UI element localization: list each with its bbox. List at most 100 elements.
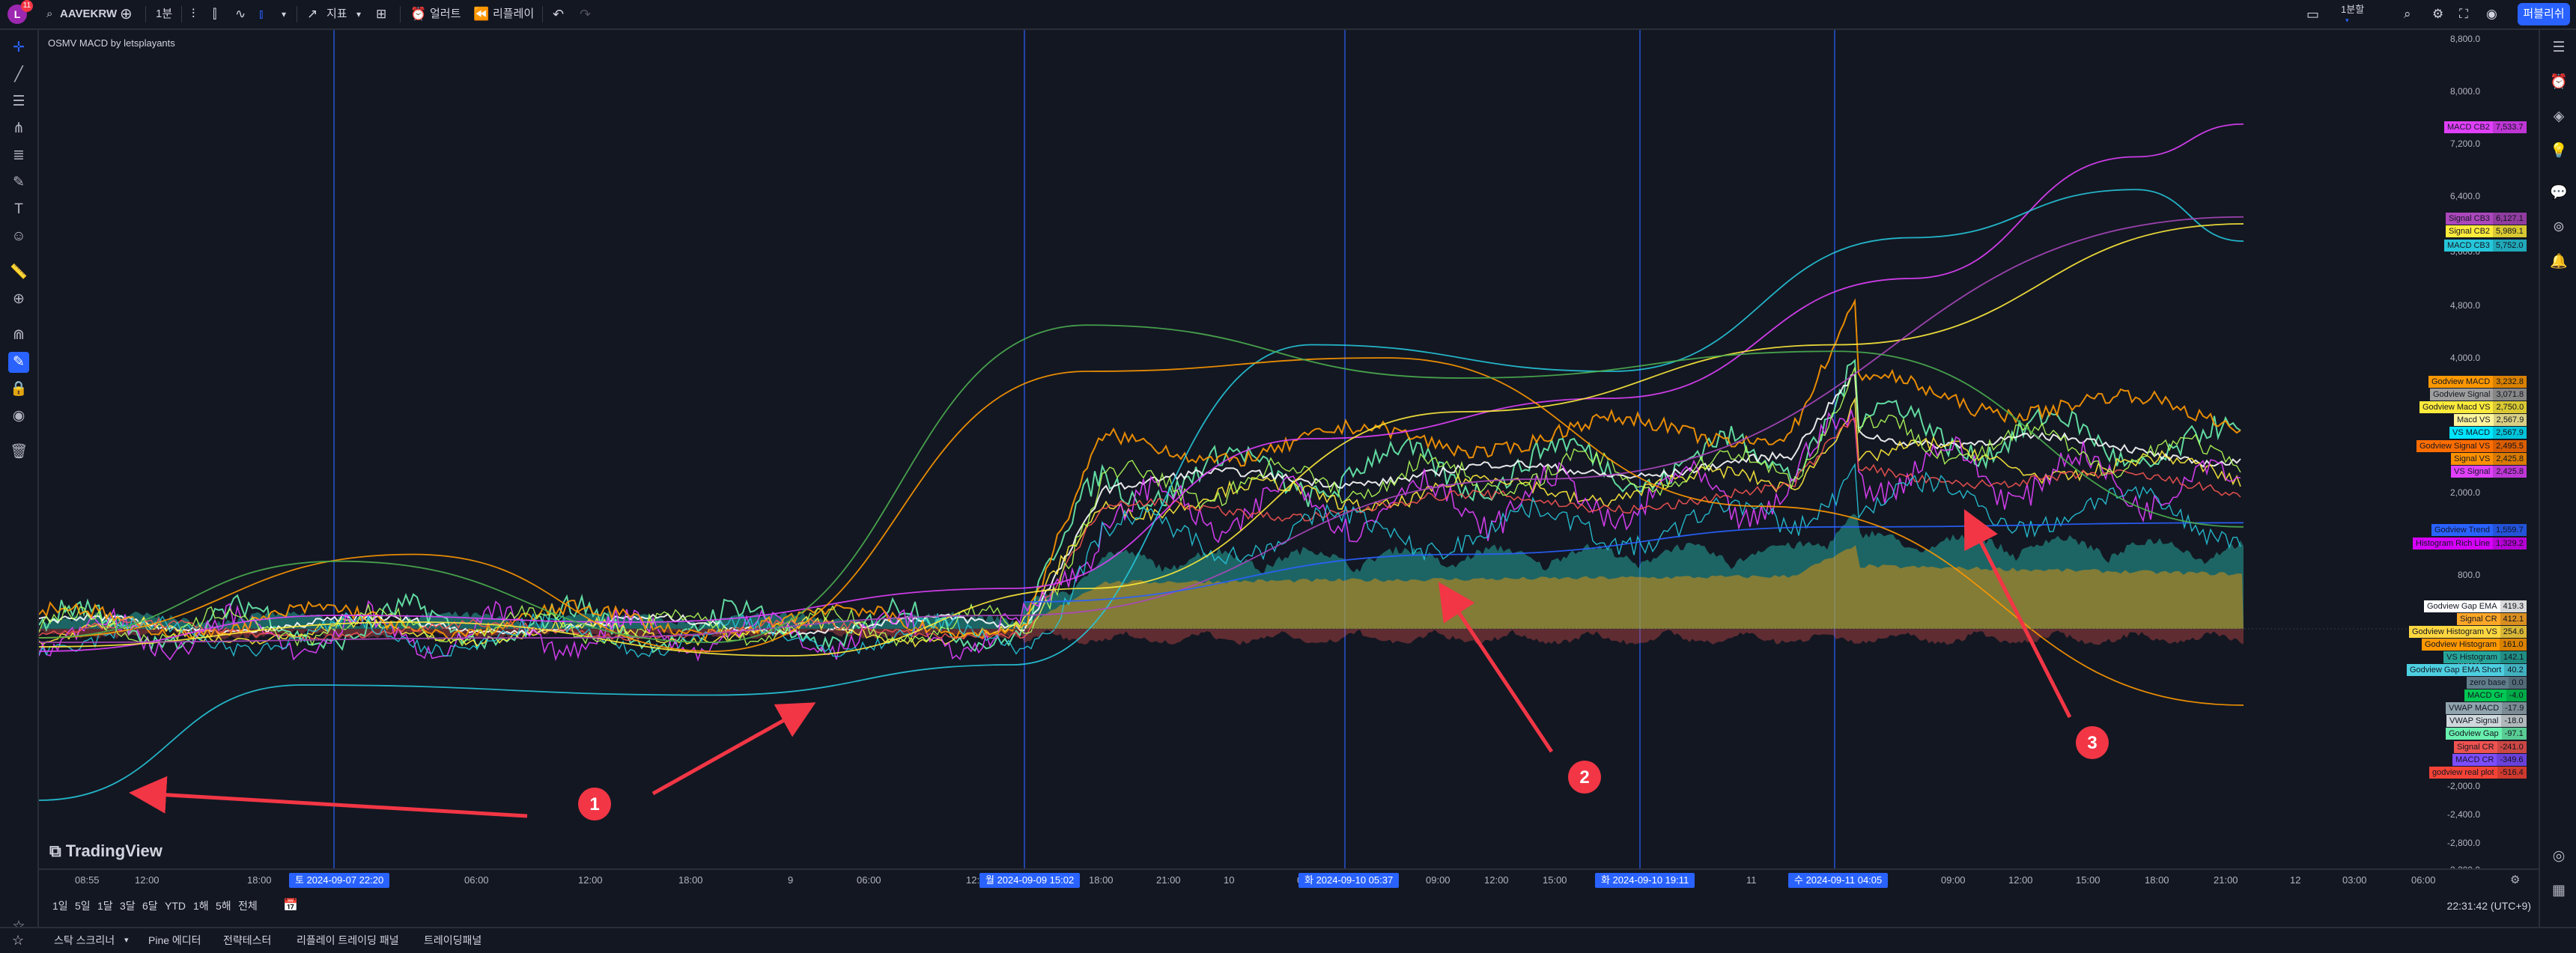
series-label-value: 2,425.8 — [2493, 453, 2527, 465]
range-button[interactable]: 3달 — [120, 900, 136, 912]
magnet-icon[interactable]: ⋒ — [13, 327, 25, 343]
bar-style-icon[interactable]: ⫶ — [192, 7, 195, 21]
chart-type-chevron-down-icon[interactable]: ▾ — [282, 9, 287, 19]
stay-in-drawing-mode-icon[interactable]: ✎ — [8, 352, 29, 373]
indicator-chart[interactable]: 8,800.08,000.07,200.06,400.05,600.04,800… — [39, 30, 2483, 868]
alert-button[interactable]: 얼러트 — [430, 7, 461, 20]
camera-snapshot-icon[interactable]: ◉ — [2486, 7, 2497, 21]
replay-button[interactable]: 리플레이 — [493, 7, 535, 20]
series-label: VS Histogram 142.1 — [2443, 651, 2527, 663]
horizontal-lines-icon[interactable]: ☰ — [12, 94, 25, 109]
interval-selector[interactable]: 1분 — [156, 7, 173, 20]
indicators-icon[interactable]: ↗ — [307, 7, 318, 21]
alerts-clock-icon[interactable]: ⏰ — [2550, 74, 2568, 90]
line-style-icon[interactable]: ∿ — [235, 7, 246, 21]
series-label-name: Godview Gap — [2446, 728, 2502, 740]
series-label: VS Signal 2,425.8 — [2451, 466, 2527, 478]
indicators-button[interactable]: 지표 — [326, 7, 347, 20]
indicator-legend-title[interactable]: OSMV MACD by letsplayants — [48, 37, 175, 49]
tradingview-logo-text: TradingView — [65, 841, 162, 860]
pitchfork-icon[interactable]: ⋔ — [13, 121, 25, 136]
toolbar-divider — [145, 6, 146, 22]
trend-line-icon[interactable]: ╱ — [14, 67, 23, 82]
candles-icon[interactable]: ⫾ — [259, 7, 264, 21]
series-label-value: -241.0 — [2497, 741, 2527, 753]
series-label-name: VWAP Signal — [2446, 715, 2502, 727]
bottom-tab[interactable]: 트레이딩패널 — [424, 934, 482, 946]
series-label-value: -516.4 — [2497, 767, 2527, 779]
publish-button[interactable]: 퍼블리쉬 — [2518, 3, 2570, 25]
vs-macd-line — [39, 463, 2241, 658]
zoom-in-icon[interactable]: ⊕ — [13, 291, 25, 307]
range-button[interactable]: 5일 — [75, 900, 91, 912]
time-tick-label: 06:00 — [2411, 874, 2436, 886]
range-button[interactable]: 1달 — [97, 900, 113, 912]
replay-icon[interactable]: ⏪ — [473, 7, 490, 21]
series-label-value: 3,071.8 — [2493, 389, 2527, 401]
time-tick-label: 18:00 — [2145, 874, 2169, 886]
calendar-icon[interactable]: ▦ — [2552, 883, 2566, 898]
watchlist-icon[interactable]: ☰ — [2552, 40, 2566, 55]
emoji-icon[interactable]: ☺ — [11, 228, 26, 244]
layout-selector[interactable]: 1분할 — [2341, 4, 2365, 15]
range-button[interactable]: YTD — [165, 900, 186, 912]
screener-chevron-down-icon[interactable]: ▾ — [124, 936, 129, 945]
eye-icon[interactable]: ◉ — [12, 408, 25, 424]
fullscreen-icon[interactable]: ⛶ — [2459, 7, 2468, 21]
indicators-chevron-down-icon[interactable]: ▾ — [356, 9, 362, 19]
series-label: Godview Gap EMA 419.3 — [2424, 600, 2527, 612]
range-button[interactable]: 전체 — [238, 900, 258, 912]
series-label-name: godview real plot — [2429, 767, 2497, 779]
time-axis-settings-gear-icon[interactable]: ⚙ — [2510, 874, 2521, 886]
toolbar-divider — [181, 6, 182, 22]
layout-square-icon[interactable]: ▭ — [2306, 7, 2320, 22]
series-label: Signal CR 412.1 — [2457, 613, 2527, 625]
text-tool-icon[interactable]: T — [14, 201, 23, 217]
goto-date-calendar-icon[interactable]: 📅 — [283, 899, 298, 912]
series-label-name: zero base — [2467, 677, 2509, 689]
layout-chevron-down-icon[interactable]: ▾ — [2345, 16, 2349, 24]
bottom-tab[interactable]: 리플레이 트레이딩 패널 — [297, 934, 399, 946]
data-window-layers-icon[interactable]: ◈ — [2553, 109, 2565, 124]
trash-icon[interactable]: 🗑 — [9, 444, 28, 460]
compare-plus-icon[interactable]: ⊕ — [120, 6, 133, 22]
undo-icon[interactable]: ↶ — [553, 7, 565, 22]
series-label-name: Signal CR — [2454, 741, 2497, 753]
settings-gear-icon[interactable]: ⚙ — [2432, 7, 2444, 21]
time-tick-label: 21:00 — [2214, 874, 2238, 886]
series-label: Histogram Rich Line 1,329.2 — [2413, 538, 2527, 549]
alert-clock-icon[interactable]: ⏰ — [410, 7, 427, 21]
macd-cb3-line — [39, 189, 2244, 801]
fib-retracement-icon[interactable]: ≣ — [13, 147, 25, 163]
range-button[interactable]: 1해 — [193, 900, 209, 912]
symbol-name[interactable]: AAVEKRW — [60, 7, 118, 20]
bottom-favorites-star-icon[interactable]: ☆ — [12, 933, 25, 948]
series-label-value: 142.1 — [2500, 651, 2527, 663]
annotation-arrows: 1 2 3 — [129, 509, 2109, 820]
chat-bubble-icon[interactable]: 💬 — [2550, 185, 2568, 201]
time-axis[interactable]: 08:55 12:00 18:00 06:00 12:00 18:00 9 06:00 12:0… — [39, 868, 2539, 892]
bottom-tab[interactable]: 전략테스터 — [223, 934, 272, 946]
clock-timezone[interactable]: 22:31:42 (UTC+9) — [2446, 900, 2531, 912]
search-icon[interactable]: ⌕ — [2404, 7, 2411, 21]
symbol-search-icon[interactable]: ⌕ — [46, 7, 53, 20]
time-tick-label: 12:00 — [135, 874, 160, 886]
crosshair-icon[interactable]: ✛ — [13, 40, 25, 55]
help-target-icon[interactable]: ◎ — [2552, 848, 2566, 864]
streams-icon[interactable]: ⊚ — [2553, 219, 2565, 235]
annotation-number: 2 — [1579, 767, 1589, 788]
notifications-bell-icon[interactable]: 🔔 — [2550, 254, 2568, 270]
range-button[interactable]: 5해 — [216, 900, 231, 912]
range-button[interactable]: 1일 — [52, 900, 68, 912]
ruler-icon[interactable]: 📏 — [10, 264, 28, 280]
ideas-bulb-icon[interactable]: 💡 — [2550, 143, 2568, 159]
bottom-tab[interactable]: 스탁 스크리너 — [54, 934, 115, 946]
series-label-value: 40.2 — [2504, 664, 2527, 676]
templates-grid-icon[interactable]: ⊞ — [376, 7, 387, 21]
range-button[interactable]: 6달 — [142, 900, 158, 912]
brush-icon[interactable]: ✎ — [13, 174, 25, 190]
bottom-tab[interactable]: Pine 에디터 — [148, 934, 201, 946]
candle-style-icon[interactable]: ⫿ — [213, 7, 217, 21]
lock-icon[interactable]: 🔒 — [10, 381, 28, 397]
redo-icon[interactable]: ↷ — [580, 7, 592, 22]
